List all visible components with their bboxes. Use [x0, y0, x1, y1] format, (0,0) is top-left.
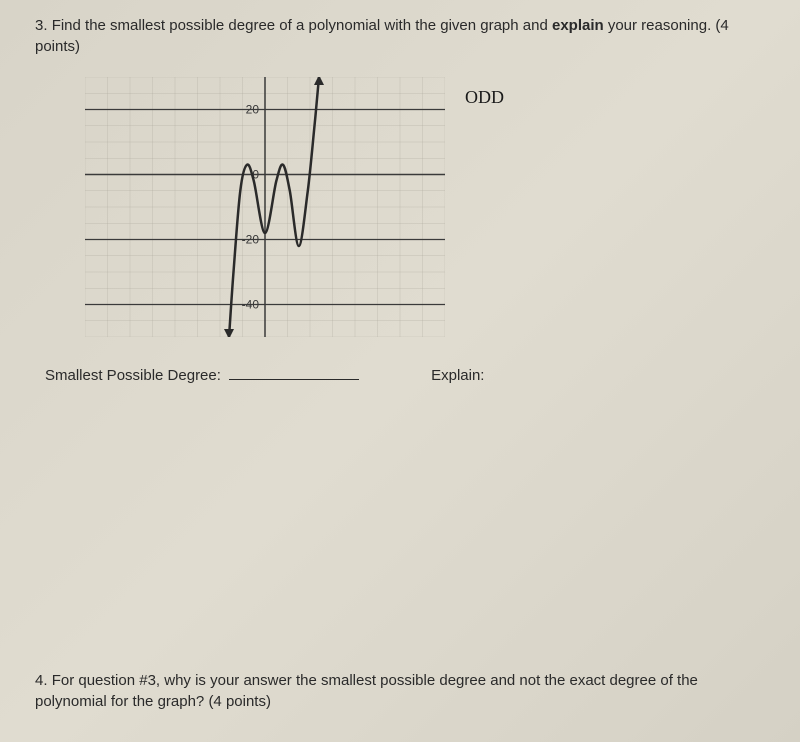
question-4-text: 4. For question #3, why is your answer t… — [35, 670, 765, 712]
odd-annotation: ODD — [465, 87, 504, 108]
question-4: 4. For question #3, why is your answer t… — [35, 670, 765, 712]
q4-text: For question #3, why is your answer the … — [35, 672, 698, 710]
degree-blank — [229, 379, 359, 380]
question-3-text: 3. Find the smallest possible degree of … — [35, 15, 765, 57]
degree-label: Smallest Possible Degree: — [45, 367, 221, 384]
svg-text:20: 20 — [246, 103, 260, 117]
question-3: 3. Find the smallest possible degree of … — [35, 15, 765, 57]
polynomial-graph: 200-20-40 — [85, 77, 445, 337]
q3-bold: explain — [552, 17, 604, 34]
svg-text:-40: -40 — [242, 298, 260, 312]
q3-text-before: Find the smallest possible degree of a p… — [52, 17, 552, 34]
q4-number: 4. — [35, 672, 48, 689]
graph-container: 200-20-40 ODD — [85, 77, 445, 337]
explain-label: Explain: — [431, 367, 484, 384]
answer-section: Smallest Possible Degree: Explain: — [45, 367, 765, 384]
q3-number: 3. — [35, 17, 48, 34]
svg-text:-20: -20 — [242, 233, 260, 247]
